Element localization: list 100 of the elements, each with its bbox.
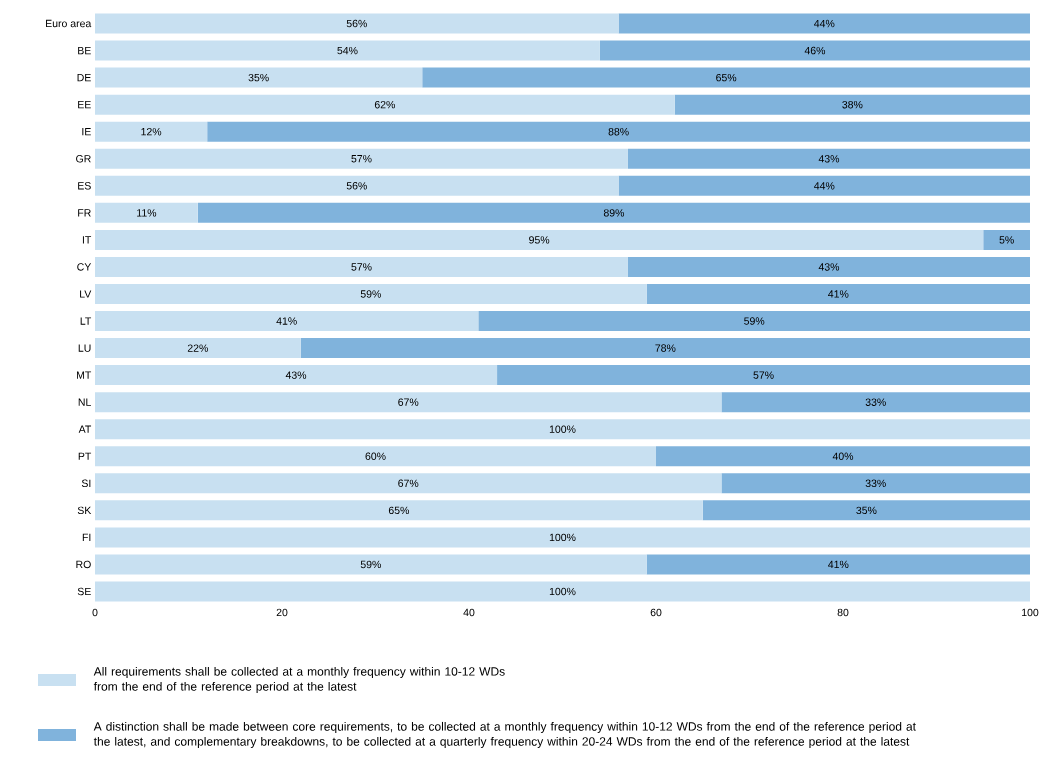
data-label: 35% (248, 73, 269, 82)
y-tick-label: PT (78, 452, 92, 460)
y-tick-label: EE (78, 101, 91, 109)
y-tick-label: IE (82, 128, 91, 136)
bar (702, 500, 1031, 521)
bar (95, 148, 628, 169)
data-label: 89% (603, 209, 625, 217)
data-label: 57% (351, 155, 372, 163)
data-label: 41% (276, 317, 297, 325)
x-tick-label: 20 (276, 608, 288, 617)
bar (300, 338, 1031, 359)
data-label: 59% (360, 290, 381, 298)
data-label: 56% (346, 182, 367, 190)
bar (422, 67, 1031, 88)
data-label: 57% (351, 263, 372, 271)
data-label: 41% (828, 290, 849, 298)
bar (599, 40, 1031, 61)
bar (95, 283, 647, 304)
bar (95, 338, 301, 359)
y-tick-label: LV (80, 290, 92, 298)
y-tick-label: LT (80, 317, 92, 325)
bar (983, 229, 1031, 250)
legend-label: All requirements shall be collected at a monthly frequency within 10-12 WDs from the end of the reference period at the latest (93, 666, 505, 694)
data-label: 44% (814, 182, 835, 190)
data-label: 60% (365, 452, 386, 460)
x-tick-label: 60 (650, 608, 662, 617)
y-tick-label: Euro area (46, 19, 92, 28)
data-label: 59% (744, 317, 765, 325)
y-tick-label: LU (78, 344, 91, 352)
y-tick-label: ES (78, 182, 91, 190)
y-tick-label: DE (77, 74, 91, 82)
bar (95, 202, 198, 223)
data-label: 12% (141, 128, 162, 136)
data-label: 100% (549, 425, 576, 433)
bar (656, 446, 1031, 467)
bar (646, 554, 1031, 575)
data-label: 33% (865, 398, 886, 406)
y-tick-label: GR (76, 155, 91, 163)
bar (95, 121, 208, 142)
bar (646, 283, 1031, 304)
data-label: 95% (529, 236, 550, 244)
x-tick-label: 0 (92, 608, 98, 617)
data-label: 88% (608, 127, 629, 136)
y-tick-label: SE (77, 587, 91, 596)
y-tick-label: CY (77, 263, 92, 271)
y-tick-label: SK (77, 506, 92, 515)
x-tick-label: 80 (837, 608, 849, 617)
data-label: 11% (137, 209, 157, 217)
y-tick-label: FI (82, 533, 91, 541)
data-label: 67% (398, 398, 419, 406)
bar (95, 311, 479, 332)
bar (95, 392, 722, 413)
data-label: 38% (842, 100, 863, 109)
data-label: 46% (804, 46, 826, 55)
bar (95, 581, 1031, 602)
bar (95, 446, 657, 467)
data-label: 59% (360, 560, 381, 569)
bar (95, 67, 423, 88)
bar (95, 365, 498, 386)
x-tick-label: 100 (1022, 608, 1039, 617)
data-label: 67% (398, 479, 419, 488)
y-tick-label: RO (76, 560, 91, 569)
data-label: 62% (374, 100, 395, 109)
data-label: 57% (753, 371, 774, 379)
data-label: 33% (865, 479, 886, 488)
bar (95, 229, 984, 250)
y-tick-label: NL (78, 398, 91, 406)
y-tick-label: AT (78, 425, 92, 433)
bar (95, 175, 619, 196)
y-tick-label: BE (78, 46, 91, 55)
bar (95, 527, 1031, 548)
bar (618, 13, 1031, 34)
data-label: 40% (832, 452, 854, 460)
bar (197, 202, 1031, 223)
bar (95, 500, 703, 521)
bar (497, 365, 1031, 386)
x-tick-label: 40 (463, 608, 475, 617)
y-tick-label: SI (81, 479, 91, 488)
bar (95, 13, 619, 34)
data-label: 100% (549, 587, 576, 596)
data-label: 78% (655, 344, 676, 352)
data-label: 43% (818, 155, 840, 163)
bar (627, 256, 1031, 277)
data-label: 5% (999, 236, 1014, 244)
data-label: 54% (337, 46, 358, 55)
bar (95, 94, 675, 115)
bar (95, 554, 647, 575)
data-label: 41% (828, 560, 849, 569)
legend-label: A distinction shall be made between core requirements, to be collected at a monthly frequency within 10-12 WDs from the end of the reference period at the latest, and complementary breakdowns, to be collected at a quarterly frequency within 20-24 WDs from the end of the reference period at the latest (93, 721, 916, 749)
data-label: 100% (549, 533, 576, 542)
bar (95, 256, 628, 277)
bar (207, 121, 1031, 142)
bar (95, 419, 1031, 440)
bar (95, 40, 600, 61)
data-label: 56% (346, 19, 367, 28)
data-label: 43% (818, 263, 840, 271)
bar (478, 311, 1031, 332)
y-tick-label: FR (78, 209, 91, 217)
data-label: 22% (187, 344, 208, 352)
bar (721, 392, 1031, 413)
